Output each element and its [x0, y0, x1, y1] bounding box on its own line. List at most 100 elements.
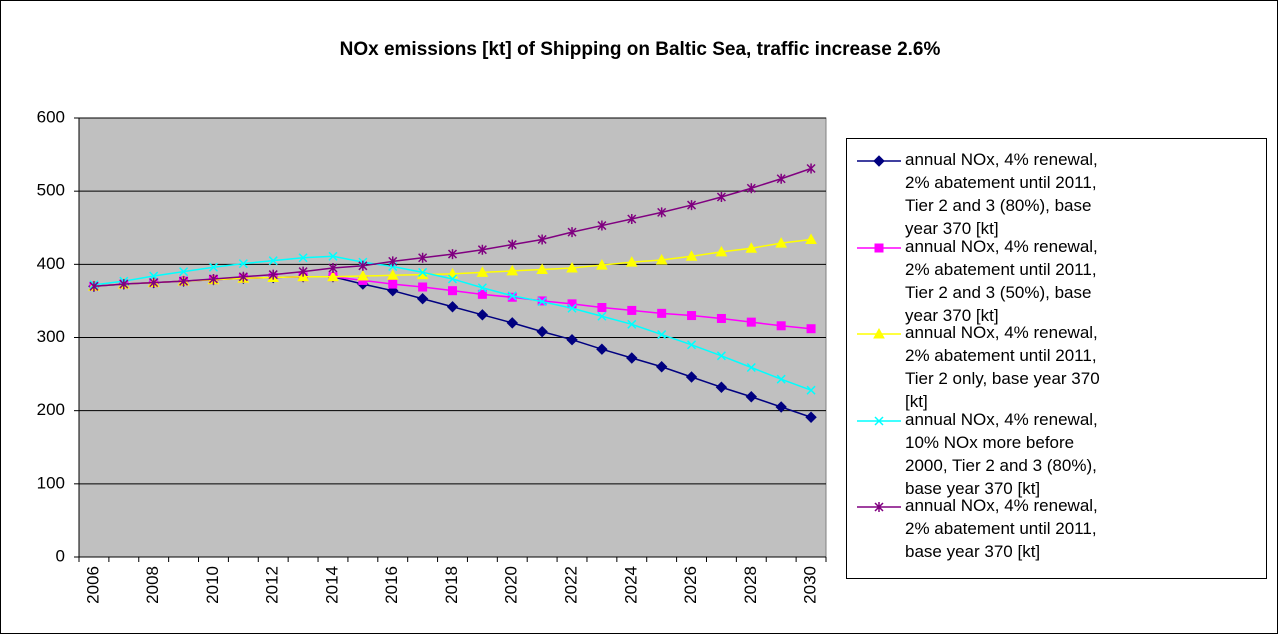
marker: [388, 256, 398, 267]
marker: [357, 270, 369, 281]
x-tick-label: 2006: [83, 566, 102, 604]
legend-label: annual NOx, 4% renewal, 2% abatement unt…: [905, 236, 1098, 325]
marker: [268, 269, 278, 280]
marker: [566, 333, 578, 346]
marker: [596, 259, 608, 270]
marker: [873, 155, 885, 167]
marker: [208, 262, 218, 272]
marker: [685, 371, 698, 383]
marker: [873, 327, 885, 339]
marker: [655, 253, 668, 265]
y-tick-label: 500: [37, 181, 65, 200]
legend-item: annual NOx, 4% renewal, 2% abatement unt…: [847, 321, 1266, 411]
legend: annual NOx, 4% renewal, 2% abatement unt…: [846, 138, 1267, 579]
marker: [806, 163, 816, 174]
marker: [536, 325, 548, 338]
marker: [507, 291, 517, 301]
marker: [775, 401, 787, 413]
legend-icon: [857, 327, 901, 339]
legend-item: annual NOx, 4% renewal, 2% abatement unt…: [847, 148, 1266, 238]
marker: [716, 192, 726, 203]
marker: [416, 293, 429, 305]
legend-item: annual NOx, 4% renewal, 2% abatement unt…: [847, 235, 1266, 325]
legend-item: annual NOx, 4% renewal, 2% abatement unt…: [847, 494, 1266, 581]
marker: [746, 317, 756, 327]
marker: [149, 277, 159, 288]
marker: [805, 411, 817, 423]
chart-title: NOx emissions [kt] of Shipping on Baltic…: [340, 39, 941, 60]
legend-label: annual NOx, 4% renewal, 2% abatement unt…: [905, 323, 1100, 411]
marker: [448, 286, 457, 296]
x-tick-label: 2010: [203, 566, 222, 604]
marker: [506, 317, 518, 329]
marker: [238, 259, 248, 269]
marker: [536, 263, 548, 274]
marker: [298, 266, 308, 277]
marker: [208, 273, 218, 284]
marker: [537, 234, 547, 245]
marker: [657, 207, 667, 218]
y-tick-label: 300: [37, 327, 65, 346]
marker: [687, 340, 697, 350]
marker: [687, 200, 697, 211]
marker: [687, 311, 697, 321]
marker: [776, 321, 786, 331]
x-tick-label: 2024: [621, 566, 640, 604]
marker: [567, 299, 577, 309]
marker: [418, 267, 428, 277]
marker: [89, 281, 99, 292]
marker: [238, 271, 248, 282]
marker: [477, 289, 487, 299]
marker: [874, 415, 884, 426]
marker: [746, 183, 756, 194]
x-tick-label: 2008: [143, 566, 162, 604]
marker: [655, 361, 668, 373]
marker: [715, 245, 728, 257]
marker: [626, 352, 638, 364]
marker: [447, 249, 458, 260]
y-tick-label: 400: [37, 254, 65, 273]
marker: [776, 374, 786, 384]
marker: [537, 297, 547, 307]
marker: [597, 220, 607, 231]
legend-label: annual NOx, 4% renewal, 10% NOx more bef…: [905, 409, 1098, 498]
marker: [806, 385, 816, 395]
marker: [268, 256, 278, 266]
marker: [506, 264, 519, 276]
marker: [627, 319, 637, 329]
marker: [716, 351, 726, 361]
marker: [745, 391, 758, 403]
marker: [806, 324, 816, 334]
x-tick-label: 2022: [562, 566, 581, 604]
marker: [596, 343, 608, 355]
marker: [388, 279, 398, 289]
marker: [745, 242, 758, 253]
marker: [775, 237, 788, 248]
marker: [567, 227, 577, 238]
marker: [179, 267, 189, 277]
legend-icon: [857, 155, 901, 167]
x-tick-label: 2016: [382, 566, 401, 604]
legend-label: annual NOx, 4% renewal, 2% abatement unt…: [905, 496, 1098, 561]
legend-icon: [857, 415, 901, 426]
y-tick-label: 0: [56, 546, 65, 565]
marker: [477, 283, 487, 293]
x-tick-label: 2012: [263, 566, 282, 604]
x-tick-label: 2018: [442, 566, 461, 604]
marker: [476, 309, 489, 321]
marker: [386, 269, 399, 280]
marker: [446, 301, 459, 313]
legend-icon: [857, 243, 901, 252]
marker: [776, 173, 786, 184]
marker: [627, 213, 637, 224]
marker: [507, 239, 517, 250]
marker: [477, 244, 487, 255]
marker: [387, 284, 399, 297]
marker: [657, 308, 667, 318]
marker: [627, 305, 637, 315]
y-tick-label: 100: [37, 473, 65, 492]
x-tick-label: 2014: [322, 566, 341, 604]
marker: [715, 381, 728, 393]
